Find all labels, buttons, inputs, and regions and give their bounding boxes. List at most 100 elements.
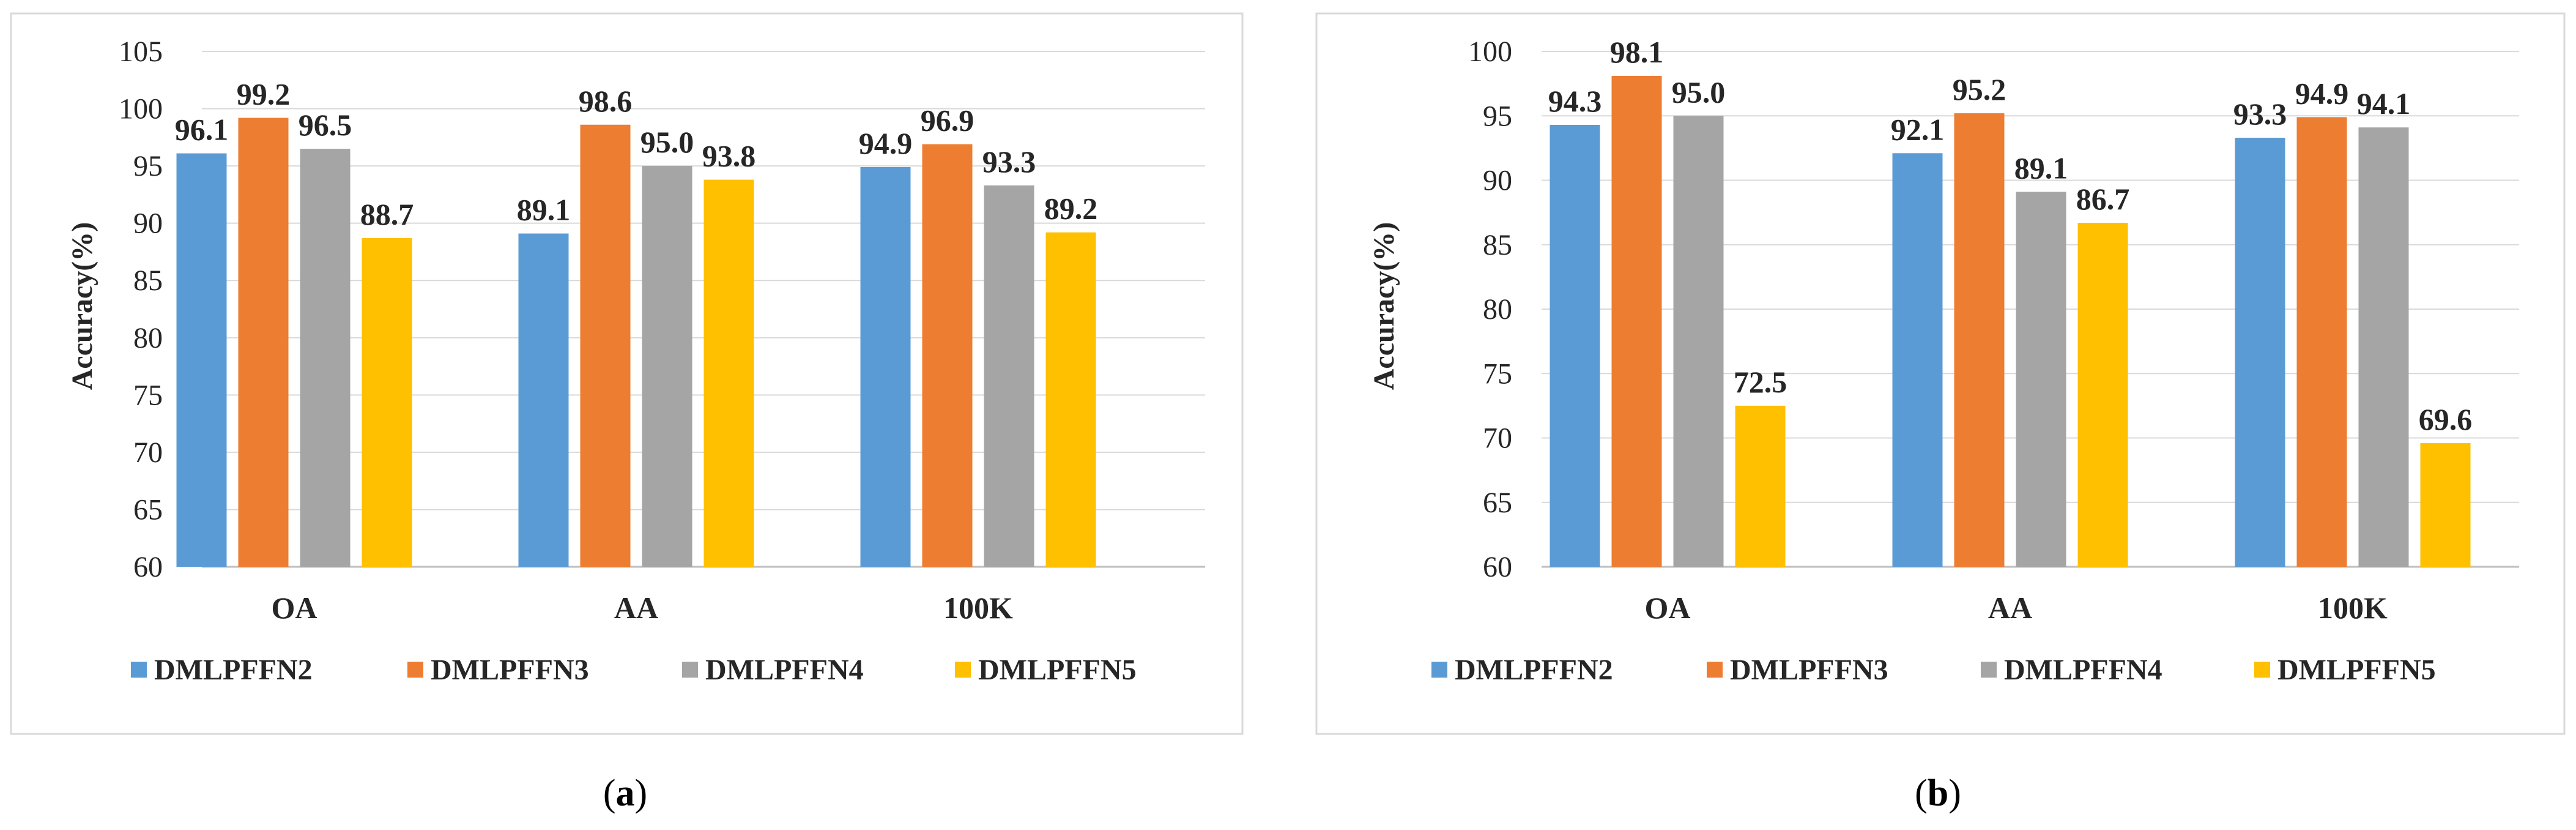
panel-a-y-axis-title: Accuracy(%) xyxy=(66,222,98,391)
panel-b-category-label: 100K xyxy=(2318,591,2388,625)
panel-a-ytick-label: 75 xyxy=(133,379,163,411)
panel-b-ytick-labels: 60 65 70 75 80 85 90 95 100 xyxy=(1468,36,1512,583)
panel-b-bar-dmlpffn4-aa xyxy=(2016,192,2066,567)
panel-a-category-label: OA xyxy=(272,591,317,625)
panel-b-data-label: 72.5 xyxy=(1734,365,1787,399)
panel-a-ytick-label: 100 xyxy=(119,93,163,125)
caption-a-letter: a xyxy=(616,772,635,814)
panel-a-legend-swatch xyxy=(131,662,147,678)
panel-b-data-label: 95.0 xyxy=(1672,75,1726,109)
panel-a-legend: DMLPFFN2 DMLPFFN3 DMLPFFN4 DMLPFFN5 xyxy=(131,654,1137,686)
panel-a-bar-dmlpffn5-oa xyxy=(362,237,412,567)
panel-a-data-label: 98.6 xyxy=(579,84,633,118)
panel-b-data-label: 92.1 xyxy=(1891,112,1945,146)
panel-b-y-axis-title: Accuracy(%) xyxy=(1368,222,1400,391)
panel-a-bar-dmlpffn4-100k xyxy=(984,185,1034,567)
panel-a-data-label: 93.8 xyxy=(702,139,756,173)
panel-b-category-label: AA xyxy=(1988,591,2032,625)
panel-b-data-label: 86.7 xyxy=(2076,182,2130,216)
panel-b-legend-label: DMLPFFN5 xyxy=(2277,654,2436,686)
panel-a-data-labels: 96.1 89.1 94.9 99.2 98.6 96.9 96.5 95.0 93.3 88.7… xyxy=(175,77,1098,231)
caption-a: (a) xyxy=(603,772,647,814)
panel-b-legend-label: DMLPFFN4 xyxy=(2004,654,2162,686)
panel-b-ytick-label: 100 xyxy=(1468,36,1512,68)
panel-b-legend-label: DMLPFFN2 xyxy=(1455,654,1613,686)
panel-a-legend-label: DMLPFFN2 xyxy=(154,654,313,686)
panel-b-bar-dmlpffn3-oa xyxy=(1611,75,1662,567)
panel-a-data-label: 96.5 xyxy=(299,108,352,142)
panel-a-data-label: 96.9 xyxy=(921,103,974,138)
panel-b-category-label: OA xyxy=(1645,591,1691,625)
panel-a-category-label: 100K xyxy=(943,591,1013,625)
panel-b-data-label: 95.2 xyxy=(1953,72,2006,107)
panel-a-legend-label: DMLPFFN3 xyxy=(431,654,589,686)
panel-a-data-label: 88.7 xyxy=(360,197,414,231)
panel-b-bar-dmlpffn2-aa xyxy=(1892,153,1943,567)
panel-a-data-label: 96.1 xyxy=(175,113,229,147)
panel-b-ytick-label: 60 xyxy=(1483,551,1512,583)
panel-a-bar-dmlpffn5-100k xyxy=(1045,232,1096,567)
caption-b-letter: b xyxy=(1928,772,1948,814)
panel-b-data-label: 94.9 xyxy=(2295,76,2349,110)
panel-b-bar-dmlpffn4-100k xyxy=(2358,127,2409,567)
panel-a-data-label: 99.2 xyxy=(237,77,291,111)
panel-b-legend: DMLPFFN2 DMLPFFN3 DMLPFFN4 DMLPFFN5 xyxy=(1431,654,2436,686)
panel-a-bar-dmlpffn4-oa xyxy=(300,149,351,567)
panel-b-legend-swatch xyxy=(1707,662,1723,678)
panel-b-ytick-label: 80 xyxy=(1483,293,1512,326)
panel-a-ytick-label: 70 xyxy=(133,436,163,469)
panel-a-legend-label: DMLPFFN5 xyxy=(978,654,1137,686)
panel-a-ytick-label: 65 xyxy=(133,493,163,526)
panel-a-bars xyxy=(176,118,1096,567)
panel-b-legend-swatch xyxy=(1431,662,1447,678)
panel-b-data-label: 69.6 xyxy=(2419,402,2473,436)
panel-b-bar-dmlpffn2-oa xyxy=(1550,124,1600,567)
panel-a-bar-dmlpffn2-oa xyxy=(176,153,227,567)
panel-a-category-labels: OA AA 100K xyxy=(272,591,1014,625)
panel-b-legend-label: DMLPFFN3 xyxy=(1730,654,1888,686)
panel-a-bar-dmlpffn2-100k xyxy=(860,166,911,567)
panel-b-bar-dmlpffn5-aa xyxy=(2077,222,2128,567)
panel-b-data-label: 94.3 xyxy=(1548,84,1602,118)
panel-a-bar-dmlpffn3-aa xyxy=(580,124,631,567)
panel-a-category-label: AA xyxy=(614,591,658,625)
panel-a-legend-swatch xyxy=(682,662,698,678)
panel-b-ytick-label: 65 xyxy=(1483,487,1512,519)
panel-a-bar-dmlpffn3-100k xyxy=(922,144,973,567)
panel-b-bar-dmlpffn4-oa xyxy=(1673,116,1724,567)
panel-b-data-label: 94.1 xyxy=(2357,86,2411,121)
panel-b-ytick-label: 90 xyxy=(1483,165,1512,197)
panel-b-bar-dmlpffn3-100k xyxy=(2296,117,2347,567)
panel-a-bar-dmlpffn5-aa xyxy=(703,179,754,567)
panel-a-data-label: 89.1 xyxy=(517,193,571,227)
panel-b-legend-swatch xyxy=(2254,662,2270,678)
panel-b-ytick-label: 75 xyxy=(1483,357,1512,390)
panel-b-bar-dmlpffn5-100k xyxy=(2420,443,2471,567)
panel-a-ytick-label: 80 xyxy=(133,322,163,354)
panel-b-ytick-label: 85 xyxy=(1483,229,1512,261)
panel-a-data-label: 93.3 xyxy=(982,144,1036,179)
panel-b-data-label: 89.1 xyxy=(2014,151,2068,185)
caption-b: (b) xyxy=(1915,772,1961,814)
panel-b-ytick-label: 70 xyxy=(1483,422,1512,455)
panel-a-legend-swatch xyxy=(407,662,423,678)
panel-a-ytick-label: 95 xyxy=(133,150,163,182)
panel-b-data-label: 93.3 xyxy=(2233,97,2287,131)
panel-a-data-label: 95.0 xyxy=(640,125,694,159)
panel-a-data-label: 89.2 xyxy=(1044,192,1098,226)
panel-b-data-labels: 94.3 92.1 93.3 98.1 95.2 94.9 95.0 89.1 94.1 72.5… xyxy=(1548,35,2473,436)
panel-b-bars xyxy=(1550,75,2471,567)
panel-b-bar-dmlpffn2-100k xyxy=(2235,138,2285,567)
panel-b-bar-dmlpffn3-aa xyxy=(1954,113,2005,567)
panel-a-ytick-label: 90 xyxy=(133,208,163,240)
panel-b-ytick-label: 95 xyxy=(1483,100,1512,132)
panel-a-ytick-labels: 60 65 70 75 80 85 90 95 100 105 xyxy=(119,36,163,583)
panel-b-bar-dmlpffn5-oa xyxy=(1735,405,1786,567)
panel-a-legend-label: DMLPFFN4 xyxy=(705,654,864,686)
panel-a-data-label: 94.9 xyxy=(859,126,913,160)
panel-a-bar-dmlpffn4-aa xyxy=(642,166,692,567)
panel-a-ytick-label: 85 xyxy=(133,264,163,297)
panel-a-bar-dmlpffn3-oa xyxy=(238,118,289,567)
